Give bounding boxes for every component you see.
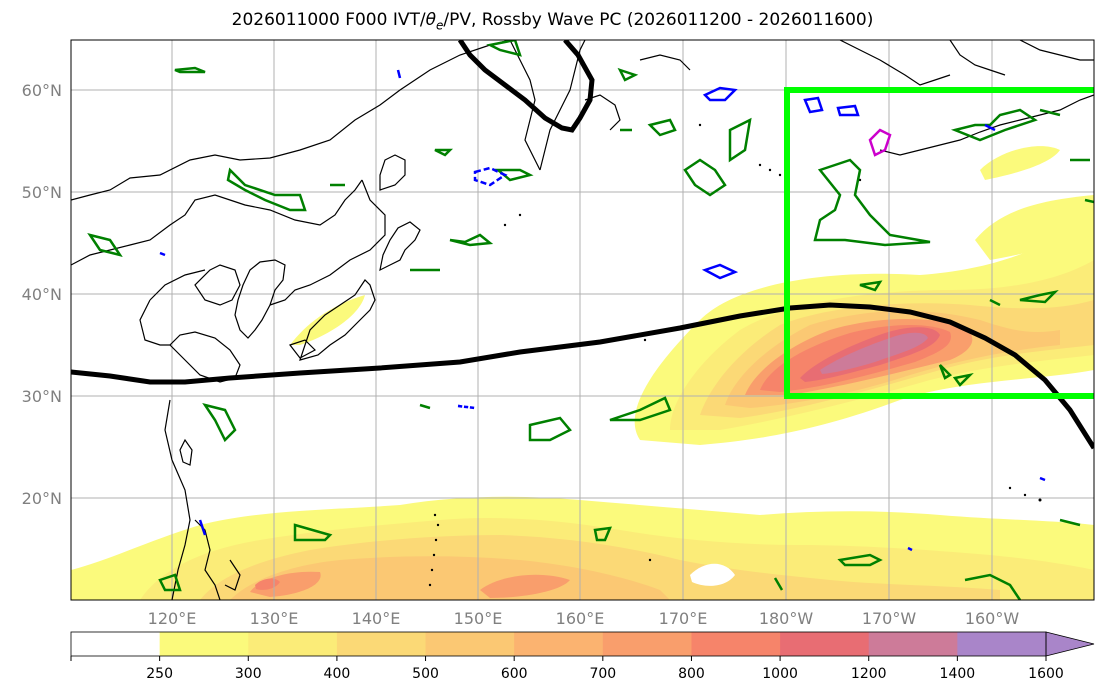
colorbar-segment <box>336 632 427 656</box>
colorbar-segment <box>602 632 692 656</box>
pv-contours <box>159 69 1046 552</box>
colorbar-segment <box>425 632 515 656</box>
lon-label-160e: 160°E <box>556 609 605 628</box>
region-box <box>784 87 1094 399</box>
lon-label-170w: 170°W <box>862 609 917 628</box>
colorbar-segment <box>691 632 781 656</box>
map-title: 2026011000 F000 IVT/θe/PV, Rossby Wave P… <box>231 10 874 33</box>
colorbar-tick-label: 400 <box>324 666 351 682</box>
colorbar-tick-label: 600 <box>501 666 528 682</box>
colorbar-ticks: 250 300 400 500 600 700 800 1000 1200 1400 1600 <box>70 656 1064 682</box>
lon-label-140e: 140°E <box>352 609 401 628</box>
islands <box>428 123 1042 587</box>
lon-label-180w: 180°W <box>759 609 814 628</box>
lat-label-20n: 20°N <box>22 489 62 508</box>
graticule <box>71 40 1094 600</box>
colorbar-segment <box>514 632 604 656</box>
lon-label-150e: 150°E <box>454 609 503 628</box>
map-border <box>70 39 1095 601</box>
lat-label-60n: 60°N <box>22 81 62 100</box>
colorbar: 250 300 400 500 600 700 800 1000 1200 1400 1600 <box>70 631 1095 682</box>
colorbar-segment <box>868 632 958 656</box>
lat-label-30n: 30°N <box>22 387 62 406</box>
lat-label-50n: 50°N <box>22 183 62 202</box>
latitude-labels: 60°N 50°N 40°N 30°N 20°N <box>22 81 62 508</box>
pv-high-contour <box>868 128 892 157</box>
coastlines <box>71 40 1094 600</box>
jet-contours <box>71 40 1094 450</box>
colorbar-extend-arrow <box>1045 631 1095 657</box>
colorbar-tick-label: 800 <box>678 666 705 682</box>
colorbar-tick-label: 300 <box>235 666 262 682</box>
lon-label-130e: 130°E <box>250 609 299 628</box>
longitude-labels: 120°E 130°E 140°E 150°E 160°E 170°E 180°… <box>148 609 1020 628</box>
colorbar-segment <box>248 632 338 656</box>
colorbar-tick-label: 1000 <box>762 666 798 682</box>
colorbar-segments <box>71 632 1047 656</box>
colorbar-tick-label: 1600 <box>1028 666 1064 682</box>
colorbar-tick-label: 500 <box>412 666 439 682</box>
lon-label-170e: 170°E <box>659 609 708 628</box>
colorbar-border <box>70 631 1047 657</box>
colorbar-segment <box>957 632 1047 656</box>
colorbar-segment <box>780 632 870 656</box>
theta-e-contours <box>87 40 1094 600</box>
colorbar-tick-label: 250 <box>146 666 173 682</box>
colorbar-tick-label: 700 <box>589 666 616 682</box>
lon-label-160w: 160°W <box>965 609 1020 628</box>
colorbar-segment <box>71 632 161 656</box>
colorbar-tick-label: 1400 <box>940 666 976 682</box>
colorbar-segment <box>159 632 249 656</box>
lat-label-40n: 40°N <box>22 285 62 304</box>
lon-label-120e: 120°E <box>148 609 197 628</box>
colorbar-tick-label: 1200 <box>851 666 887 682</box>
